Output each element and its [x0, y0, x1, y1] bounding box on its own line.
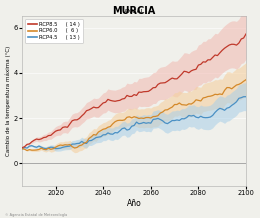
Legend: RCP8.5     ( 14 ), RCP6.0     (  6 ), RCP4.5     ( 13 ): RCP8.5 ( 14 ), RCP6.0 ( 6 ), RCP4.5 ( 13…: [25, 19, 83, 43]
Text: © Agencia Estatal de Meteorología: © Agencia Estatal de Meteorología: [5, 213, 67, 217]
Title: MURCIA: MURCIA: [113, 5, 156, 15]
Y-axis label: Cambio de la temperatura máxima (°C): Cambio de la temperatura máxima (°C): [5, 46, 11, 156]
Text: ANUAL: ANUAL: [124, 9, 145, 14]
X-axis label: Año: Año: [127, 199, 141, 208]
